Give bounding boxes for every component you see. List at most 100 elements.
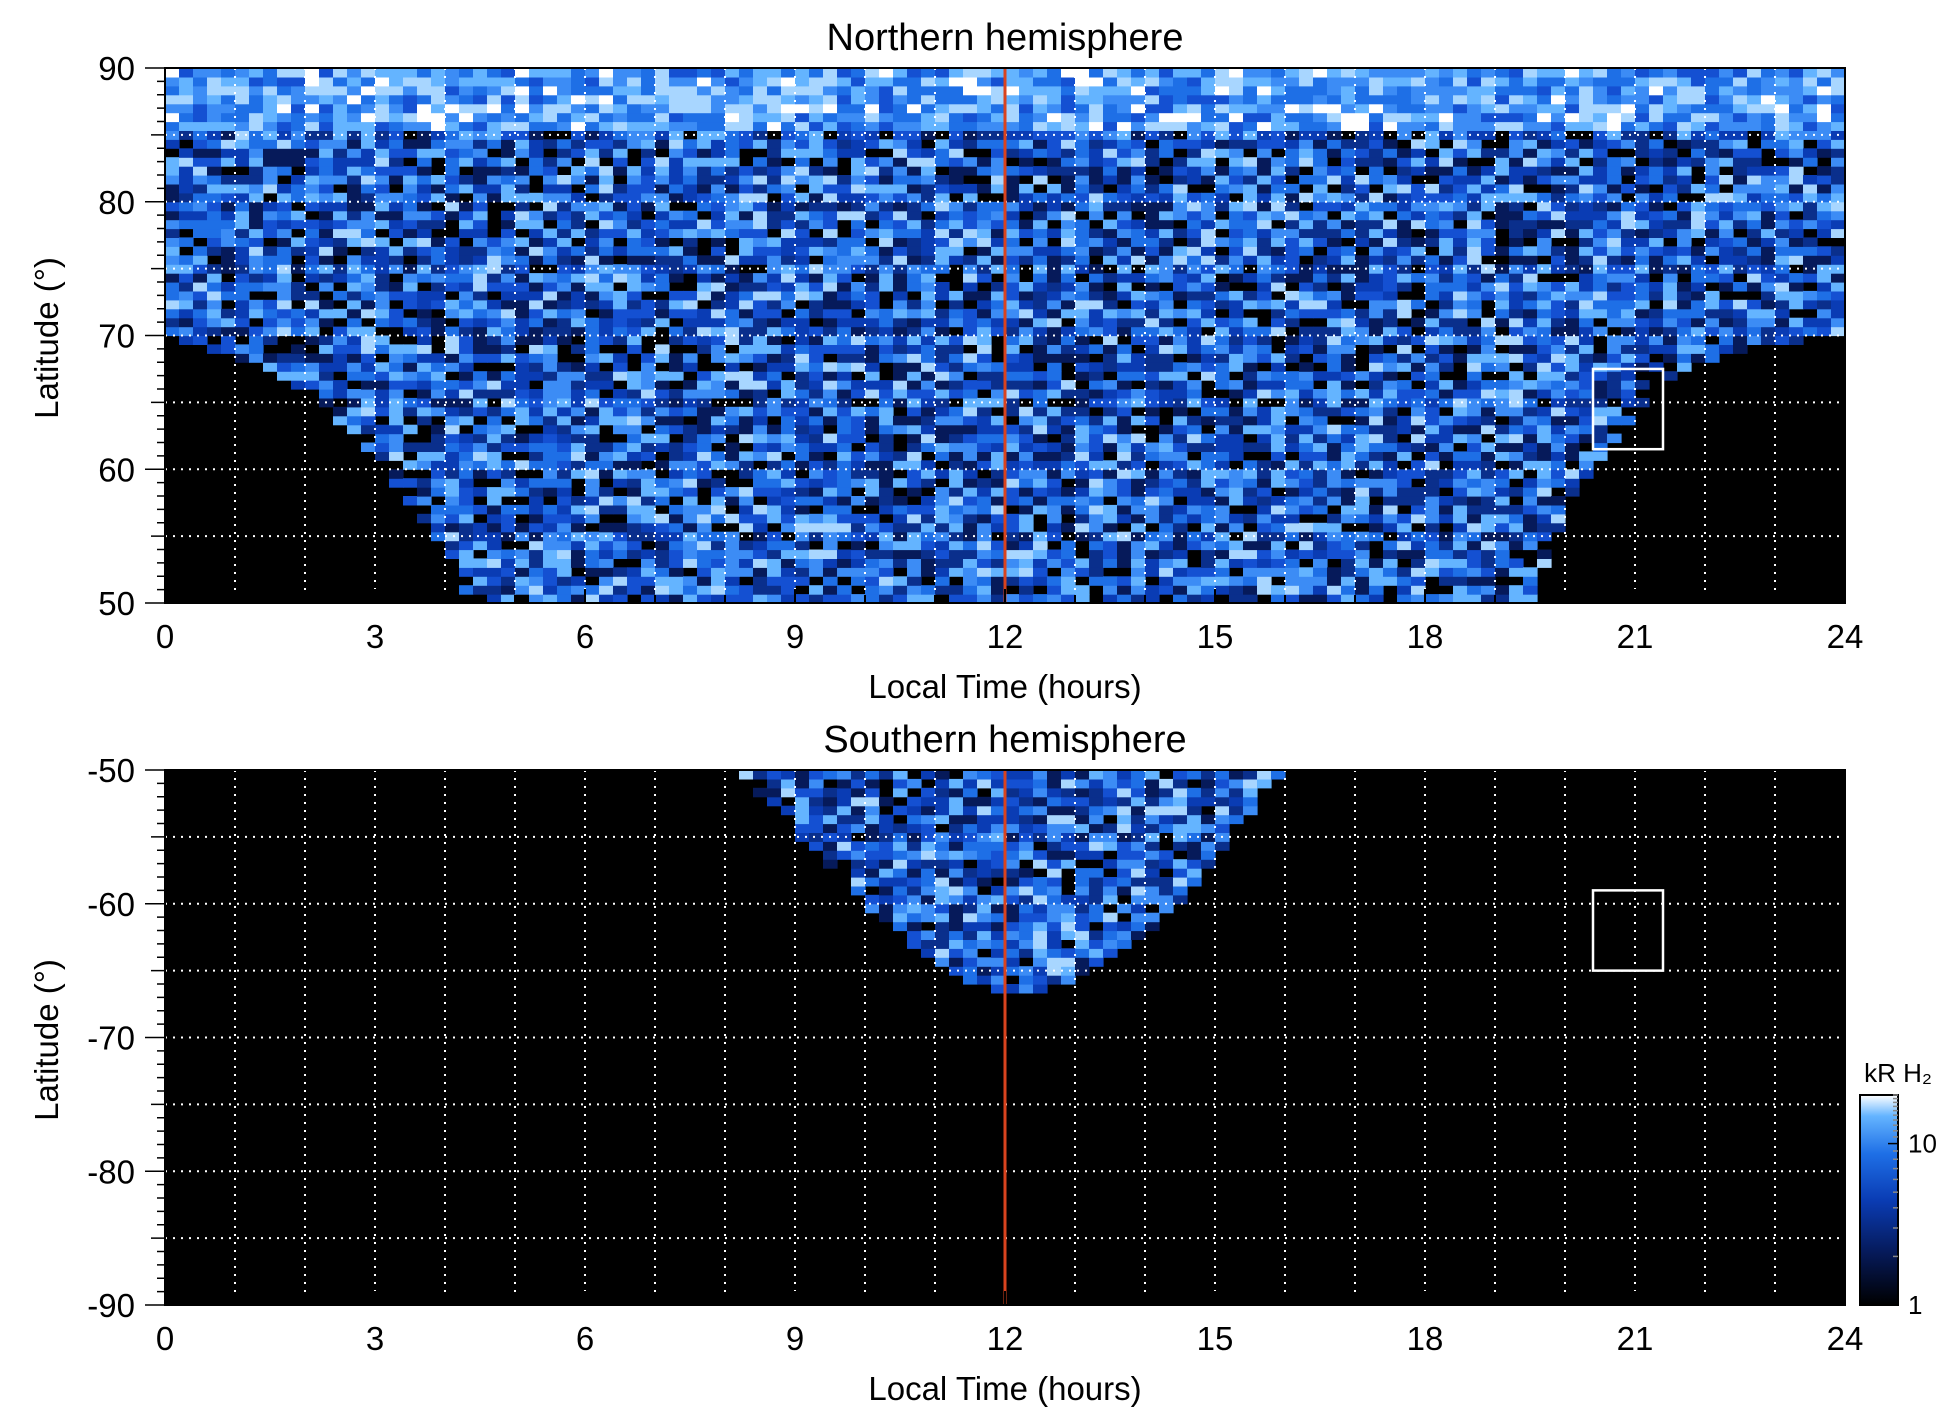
heatmap-cell <box>333 219 348 230</box>
heatmap-cell <box>431 478 446 488</box>
heatmap-cell <box>445 282 460 292</box>
heatmap-cell <box>977 585 992 595</box>
heatmap-cell <box>781 112 796 123</box>
heatmap-cell <box>1509 406 1524 417</box>
heatmap-cell <box>1173 585 1188 595</box>
heatmap-cell <box>907 389 922 399</box>
heatmap-cell <box>921 282 936 292</box>
heatmap-cell <box>1355 76 1370 87</box>
heatmap-cell <box>571 442 586 452</box>
heatmap-cell <box>1411 397 1426 408</box>
heatmap-cell <box>1103 273 1118 283</box>
heatmap-cell <box>1187 594 1202 603</box>
heatmap-cell <box>1509 442 1524 452</box>
heatmap-cell <box>557 594 572 603</box>
heatmap-cell <box>1229 139 1244 149</box>
heatmap-cell <box>1299 121 1314 131</box>
heatmap-cell <box>249 94 264 105</box>
heatmap-cell <box>1243 157 1258 167</box>
heatmap-cell <box>879 210 894 221</box>
heatmap-cell <box>277 273 292 283</box>
heatmap-cell <box>627 496 642 506</box>
heatmap-cell <box>1103 255 1118 265</box>
heatmap-cell <box>655 68 670 78</box>
heatmap-cell <box>333 121 348 131</box>
heatmap-cell <box>305 85 320 96</box>
heatmap-cell <box>165 326 180 337</box>
heatmap-cell <box>1327 139 1342 149</box>
heatmap-cell <box>767 326 782 337</box>
heatmap-cell <box>1299 237 1314 247</box>
heatmap-cell <box>907 558 922 568</box>
heatmap-cell <box>1299 139 1314 149</box>
heatmap-cell <box>1425 264 1440 274</box>
heatmap-cell <box>809 353 824 363</box>
heatmap-cell <box>249 228 264 238</box>
heatmap-cell <box>1061 157 1076 167</box>
heatmap-cell <box>1537 371 1552 381</box>
heatmap-cell <box>893 308 908 319</box>
heatmap-cell <box>305 219 320 230</box>
heatmap-cell <box>669 487 684 497</box>
heatmap-cell <box>977 237 992 247</box>
heatmap-cell <box>837 255 852 265</box>
heatmap-cell <box>1369 424 1384 435</box>
heatmap-cell <box>1411 121 1426 131</box>
heatmap-cell <box>991 326 1006 337</box>
heatmap-cell <box>431 76 446 87</box>
heatmap-cell <box>1313 504 1328 515</box>
heatmap-cell <box>1495 469 1510 479</box>
heatmap-cell <box>1187 567 1202 577</box>
heatmap-cell <box>305 192 320 203</box>
heatmap-cell <box>1033 531 1048 542</box>
heatmap-cell <box>487 326 502 337</box>
heatmap-cell <box>711 549 726 559</box>
heatmap-cell <box>669 415 684 426</box>
heatmap-cell <box>1523 540 1538 551</box>
heatmap-cell <box>1271 157 1286 167</box>
heatmap-cell <box>837 513 852 524</box>
heatmap-cell <box>1537 442 1552 452</box>
heatmap-cell <box>767 478 782 488</box>
heatmap-cell <box>795 496 810 506</box>
heatmap-cell <box>1061 264 1076 274</box>
heatmap-cell <box>557 522 572 533</box>
heatmap-cell <box>935 219 950 230</box>
heatmap-cell <box>1271 210 1286 221</box>
heatmap-cell <box>235 299 250 310</box>
heatmap-cell <box>529 567 544 577</box>
heatmap-cell <box>1117 255 1132 265</box>
heatmap-cell <box>1509 397 1524 408</box>
heatmap-cell <box>641 487 656 497</box>
heatmap-cell <box>529 76 544 87</box>
heatmap-cell <box>641 469 656 479</box>
heatmap-cell <box>1439 389 1454 399</box>
heatmap-cell <box>879 255 894 265</box>
heatmap-cell <box>361 335 376 345</box>
heatmap-cell <box>753 68 768 78</box>
heatmap-cell <box>1467 139 1482 149</box>
heatmap-cell <box>375 317 390 328</box>
heatmap-cell <box>781 228 796 238</box>
heatmap-cell <box>1397 469 1412 479</box>
heatmap-cell <box>1019 558 1034 568</box>
heatmap-cell <box>893 558 908 568</box>
heatmap-cell <box>165 121 180 131</box>
heatmap-cell <box>1187 397 1202 408</box>
heatmap-cell <box>1523 442 1538 452</box>
heatmap-cell <box>403 121 418 131</box>
heatmap-cell <box>711 94 726 105</box>
heatmap-cell <box>1117 424 1132 435</box>
heatmap-cell <box>991 228 1006 238</box>
heatmap-cell <box>1047 201 1062 212</box>
heatmap-cell <box>1565 406 1580 417</box>
heatmap-cell <box>1481 344 1496 354</box>
heatmap-cell <box>1425 139 1440 149</box>
heatmap-cell <box>921 175 936 185</box>
heatmap-cell <box>963 273 978 283</box>
heatmap-cell <box>1145 451 1160 461</box>
heatmap-cell <box>1271 415 1286 426</box>
heatmap-cell <box>1495 192 1510 203</box>
heatmap-cell <box>487 460 502 470</box>
heatmap-cell <box>1467 406 1482 417</box>
